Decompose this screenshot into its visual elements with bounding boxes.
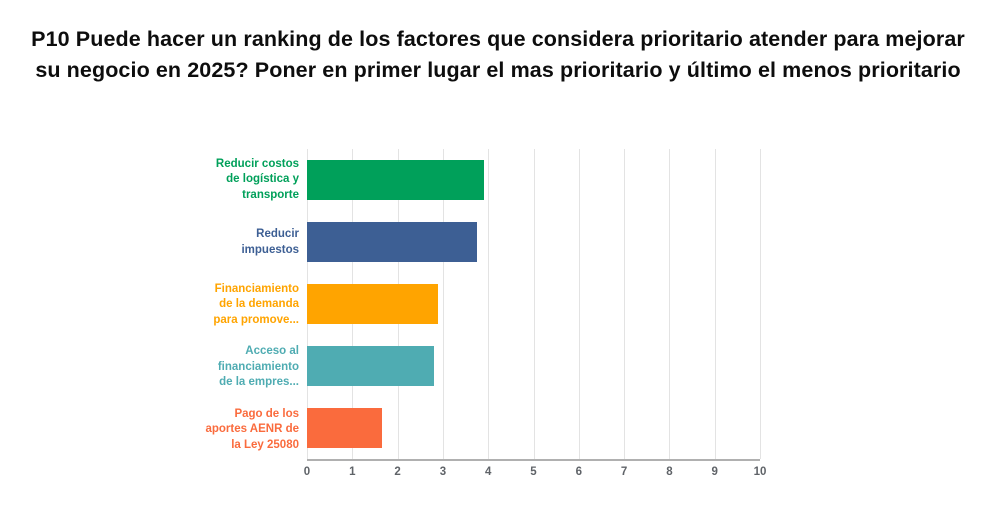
category-label-line: transporte: [242, 188, 299, 201]
gridline-8: [669, 149, 671, 459]
gridline-9: [714, 149, 716, 459]
category-label-0: Reducir costos de logística y transporte: [100, 149, 303, 211]
category-label-line: la Ley 25080: [231, 438, 299, 451]
x-tick-label-10: 10: [753, 466, 767, 478]
category-label-line: de la demanda: [219, 298, 299, 311]
bar-row-2: [307, 273, 760, 335]
x-tick-label-0: 0: [303, 466, 311, 478]
x-tick-label-9: 9: [711, 466, 718, 478]
x-tick-label-2: 2: [394, 466, 401, 478]
x-axis: 0 1 2 3 4 5 6 7 8 9 10: [303, 466, 767, 482]
chart-title-line-1: P10 Puede hacer un ranking de los factor…: [31, 27, 965, 51]
bar-rows: [307, 149, 760, 459]
gridline-6: [578, 149, 580, 459]
bar-row-3: [307, 335, 760, 397]
category-label-line: aportes AENR de: [205, 423, 299, 436]
category-labels-column: Reducir costos de logística y transporte Re…: [100, 149, 303, 461]
bar-0: [307, 160, 484, 200]
bar-row-4: [307, 397, 760, 459]
bar-3: [307, 346, 434, 386]
category-label-3: Acceso al financiamiento de la empres...: [100, 336, 303, 398]
bar-1: [307, 222, 477, 262]
gridline-3: [442, 149, 444, 459]
category-label-line: Reducir costos: [215, 157, 299, 170]
bar-row-0: [307, 149, 760, 211]
category-label-2: Financiamiento de la demanda para promove.…: [100, 274, 303, 336]
category-label-4: Pago de los aportes AENR de la Ley 25080: [100, 399, 303, 461]
category-label-line: Reducir: [256, 228, 299, 241]
x-tick-label-6: 6: [575, 466, 582, 478]
gridline-4: [488, 149, 490, 459]
bar-row-1: [307, 211, 760, 273]
x-tick-label-1: 1: [349, 466, 356, 478]
chart-title-line-2: su negocio en 2025? Poner en primer luga…: [35, 58, 961, 82]
category-label-1: Reducir impuestos: [100, 211, 303, 273]
chart-title: P10 Puede hacer un ranking de los factor…: [0, 24, 996, 86]
category-label-line: de logística y: [226, 173, 299, 186]
x-tick-label-8: 8: [666, 466, 673, 478]
x-tick-label-7: 7: [620, 466, 628, 478]
category-label-line: impuestos: [241, 243, 299, 256]
gridline-5: [533, 149, 535, 459]
x-tick-label-4: 4: [484, 466, 492, 478]
category-label-line: Acceso al: [245, 345, 299, 358]
category-label-line: de la empres...: [219, 376, 299, 389]
x-tick-label-3: 3: [439, 466, 447, 478]
category-label-line: Financiamiento: [214, 282, 299, 295]
category-label-line: financiamiento: [217, 360, 299, 373]
gridline-10: [760, 149, 761, 459]
bar-4: [307, 408, 382, 448]
x-tick-label-5: 5: [530, 466, 537, 478]
bar-2: [307, 284, 439, 324]
category-label-line: Pago de los: [234, 407, 299, 420]
plot-area: [307, 149, 761, 461]
category-label-line: para promove...: [213, 313, 299, 326]
gridline-7: [624, 149, 626, 459]
